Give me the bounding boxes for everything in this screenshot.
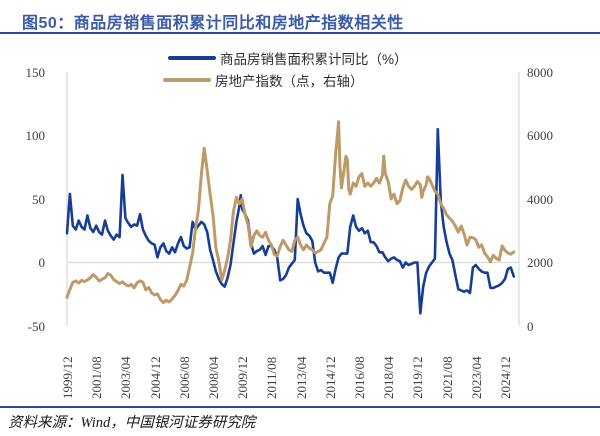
y-right-tick-label: 8000 (527, 64, 553, 80)
title-divider-line (0, 32, 600, 34)
x-tick-label: 2021/08 (439, 356, 455, 399)
x-tick-label: 2018/04 (381, 356, 397, 399)
x-tick-label: 2004/12 (147, 356, 163, 399)
y-right-tick-label: 4000 (527, 191, 553, 207)
series-line-sales-yoy (65, 127, 516, 315)
x-tick-label: 2016/08 (352, 356, 367, 399)
figure-title: 图50：商品房销售面积累计同比和房地产指数相关性 (22, 15, 404, 32)
data-source-note: 资料来源：Wind，中国银河证券研究院 (8, 415, 256, 431)
y-left-tick-label: 50 (32, 191, 45, 207)
legend-item-realestate-index: 房地产指数（点，右轴） (163, 72, 364, 89)
legend-label: 房地产指数（点，右轴） (215, 74, 364, 89)
y-left-tick-label: 150 (25, 64, 46, 80)
series-line-realestate-index (65, 120, 516, 304)
x-tick-label: 2011/08 (264, 356, 280, 399)
y-left-tick-label: 0 (38, 255, 46, 270)
legend-line-swatch-blue (168, 56, 216, 60)
footer-divider-line (0, 406, 600, 408)
x-tick-label: 2024/12 (498, 356, 513, 399)
x-tick-label: 2019/12 (410, 356, 426, 399)
legend-line-swatch-tan (163, 78, 211, 82)
y-left-tick-label: 100 (25, 128, 46, 143)
x-tick-label: 1999/12 (60, 356, 75, 399)
x-tick-label: 2013/04 (293, 356, 309, 399)
y-right-tick-label: 6000 (527, 128, 553, 143)
x-tick-label: 2009/12 (235, 356, 251, 399)
y-right-tick-label: 2000 (527, 255, 553, 270)
x-tick-label: 2003/04 (118, 356, 134, 399)
y-left-tick-label: -50 (27, 318, 45, 334)
x-tick-label: 2001/08 (89, 356, 105, 399)
legend-item-sales-yoy: 商品房销售面积累计同比（%） (168, 50, 408, 67)
x-tick-label: 2008/04 (206, 356, 221, 399)
legend-label: 商品房销售面积累计同比（%） (220, 52, 408, 67)
x-tick-label: 2014/12 (322, 356, 338, 399)
x-tick-label: 2006/08 (176, 356, 192, 399)
y-right-tick-label: 0 (527, 318, 534, 334)
x-tick-label: 2023/04 (468, 356, 484, 399)
